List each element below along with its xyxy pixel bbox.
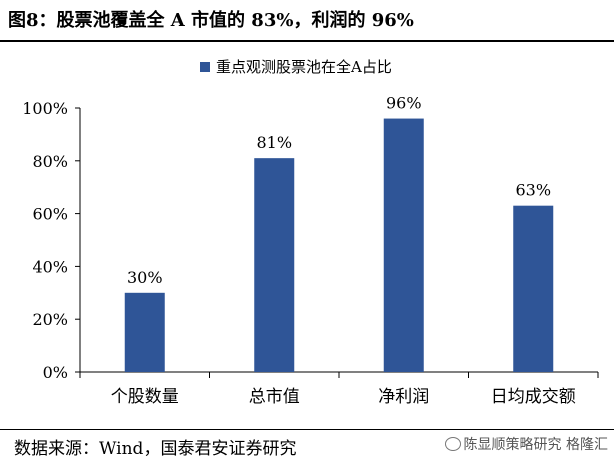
- y-tick-label: 60%: [32, 205, 68, 224]
- watermark: 陈显顺策略研究 格隆汇: [444, 434, 608, 454]
- title-divider: [0, 40, 614, 42]
- y-tick-label: 40%: [32, 257, 68, 276]
- data-label: 63%: [515, 181, 551, 200]
- data-label: 30%: [127, 268, 163, 287]
- bar: [254, 158, 295, 372]
- x-tick-label: 净利润: [378, 387, 429, 407]
- y-tick-label: 0%: [43, 363, 68, 382]
- y-tick-label: 80%: [32, 152, 68, 171]
- bar-chart: 重点观测股票池在全A占比 0% 20% 40% 60% 80% 100% 30% 个股数量 81%…: [22, 58, 599, 407]
- bar: [124, 292, 165, 372]
- figure-title: 图8：股票池覆盖全 A 市值的 83%，利润的 96%: [8, 10, 414, 31]
- y-tick-label: 20%: [32, 310, 68, 329]
- legend-label: 重点观测股票池在全A占比: [216, 58, 392, 76]
- y-tick-label: 100%: [22, 99, 68, 118]
- x-tick-label: 个股数量: [111, 387, 179, 407]
- x-tick-label: 总市值: [249, 387, 300, 407]
- watermark-text: 陈显顺策略研究 格隆汇: [463, 437, 608, 453]
- bar: [383, 118, 424, 372]
- wechat-icon: [444, 437, 461, 451]
- bar: [513, 205, 554, 372]
- data-label: 81%: [256, 133, 292, 152]
- x-tick-label: 日均成交额: [491, 387, 576, 407]
- legend-swatch: [200, 62, 210, 72]
- source-divider: [0, 429, 614, 430]
- data-label: 96%: [386, 94, 422, 113]
- source-note: 数据来源：Wind，国泰君安证券研究: [14, 439, 297, 459]
